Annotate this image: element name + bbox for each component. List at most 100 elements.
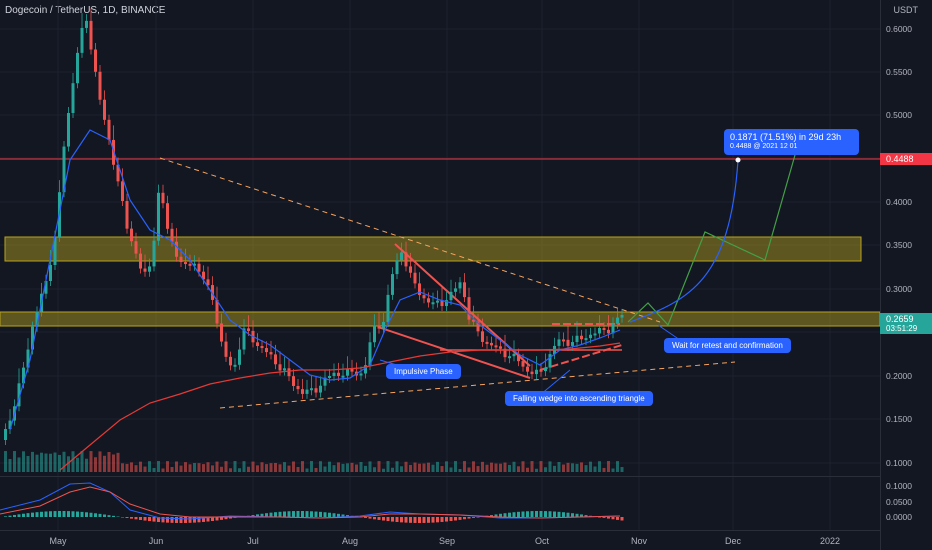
volume-bar: [431, 464, 435, 472]
volume-bar: [422, 463, 426, 472]
macd-bar: [62, 511, 66, 517]
macd-bar: [166, 517, 169, 523]
macd-bar: [152, 517, 156, 522]
wedge-note[interactable]: Falling wedge into ascending triangle: [505, 391, 653, 406]
candle: [512, 353, 516, 357]
volume-bar: [80, 451, 84, 472]
price-chart[interactable]: [0, 0, 880, 550]
volume-bar: [472, 461, 475, 472]
candle: [242, 328, 246, 350]
volume-bar: [476, 466, 480, 472]
macd-bar: [224, 517, 228, 520]
macd-bar: [31, 512, 34, 517]
candle: [499, 346, 502, 349]
volume-bar: [40, 452, 43, 472]
volume-bar: [449, 467, 453, 472]
candle: [62, 146, 66, 193]
volume-bar: [382, 468, 385, 472]
candle: [121, 181, 124, 202]
macd-signal: [0, 486, 621, 519]
candle: [314, 388, 318, 393]
candle: [287, 368, 291, 377]
candle: [548, 354, 552, 368]
candle: [584, 338, 588, 341]
macd-bar: [85, 512, 88, 517]
macd-bar: [130, 517, 133, 519]
volume-bar: [548, 461, 552, 472]
descending-trendline: [159, 157, 661, 323]
volume-bar: [58, 454, 61, 472]
macd-bar: [526, 511, 529, 517]
candle: [256, 342, 259, 347]
price-tick: 0.4000: [886, 197, 912, 207]
macd-bar: [517, 511, 520, 517]
volume-bar: [544, 467, 547, 472]
candle: [350, 368, 354, 372]
time-tick: Jun: [148, 536, 164, 546]
candle: [130, 228, 133, 242]
candle: [337, 372, 340, 376]
impulsive-phase-note[interactable]: Impulsive Phase: [386, 364, 461, 379]
time-tick: 2022: [819, 536, 841, 546]
volume-bar: [220, 466, 223, 472]
candle: [116, 164, 120, 182]
candle: [98, 71, 102, 100]
candle: [139, 253, 142, 269]
candle: [175, 241, 178, 257]
candle: [373, 325, 376, 343]
volume-bar: [197, 463, 201, 472]
volume-bar: [202, 464, 205, 472]
macd-bar: [265, 513, 268, 517]
macd-bar: [134, 517, 138, 520]
volume-bar: [562, 464, 565, 472]
candle: [233, 364, 237, 367]
volume-bar: [616, 461, 619, 472]
price-axis[interactable]: [880, 0, 932, 550]
macd-bar: [8, 515, 12, 517]
candle: [476, 321, 480, 332]
green-projection: [627, 154, 796, 327]
macd-bar: [287, 511, 291, 517]
macd-tick: 0.1000: [886, 481, 912, 491]
volume-bar: [413, 462, 417, 472]
macd-bar: [170, 517, 174, 523]
projection-label[interactable]: 0.1871 (71.51%) in 29d 23h 0.4488 @ 2021…: [724, 129, 859, 155]
macd-bar: [139, 517, 142, 520]
support-zone: [0, 311, 880, 327]
volume-bar: [175, 461, 178, 472]
macd-bar: [512, 512, 516, 517]
candle: [575, 335, 579, 343]
volume-bar: [337, 462, 340, 472]
candle: [593, 333, 597, 336]
macd-bar: [26, 513, 30, 517]
macd-bar: [463, 517, 466, 520]
candle: [332, 372, 336, 376]
macd-bar: [557, 511, 561, 517]
macd-bar: [53, 511, 57, 517]
volume-bar: [359, 461, 363, 472]
candle: [103, 99, 106, 120]
macd-tick: 0.0500: [886, 497, 912, 507]
macd-bar: [328, 512, 331, 517]
volume-bar: [13, 451, 16, 472]
target-price-tag: 0.4488: [880, 153, 932, 165]
macd-bar: [616, 517, 619, 520]
macd-bar: [49, 511, 52, 517]
candle: [220, 323, 223, 342]
candle: [8, 420, 12, 430]
macd-bar: [40, 511, 43, 517]
retest-note[interactable]: Wait for retest and confirmation: [664, 338, 791, 353]
macd-bar: [449, 517, 453, 522]
candle: [260, 346, 264, 349]
macd-bar: [553, 511, 556, 517]
volume-bar: [521, 461, 525, 472]
macd-histogram: [4, 511, 624, 523]
currency-label: USDT: [893, 5, 919, 15]
candle: [404, 252, 408, 267]
macd-bar: [611, 517, 615, 520]
ma-fast: [9, 129, 621, 431]
macd-bar: [602, 517, 606, 518]
volume-bar: [607, 461, 610, 472]
volume-bar: [8, 458, 12, 472]
macd-bar: [467, 517, 471, 519]
